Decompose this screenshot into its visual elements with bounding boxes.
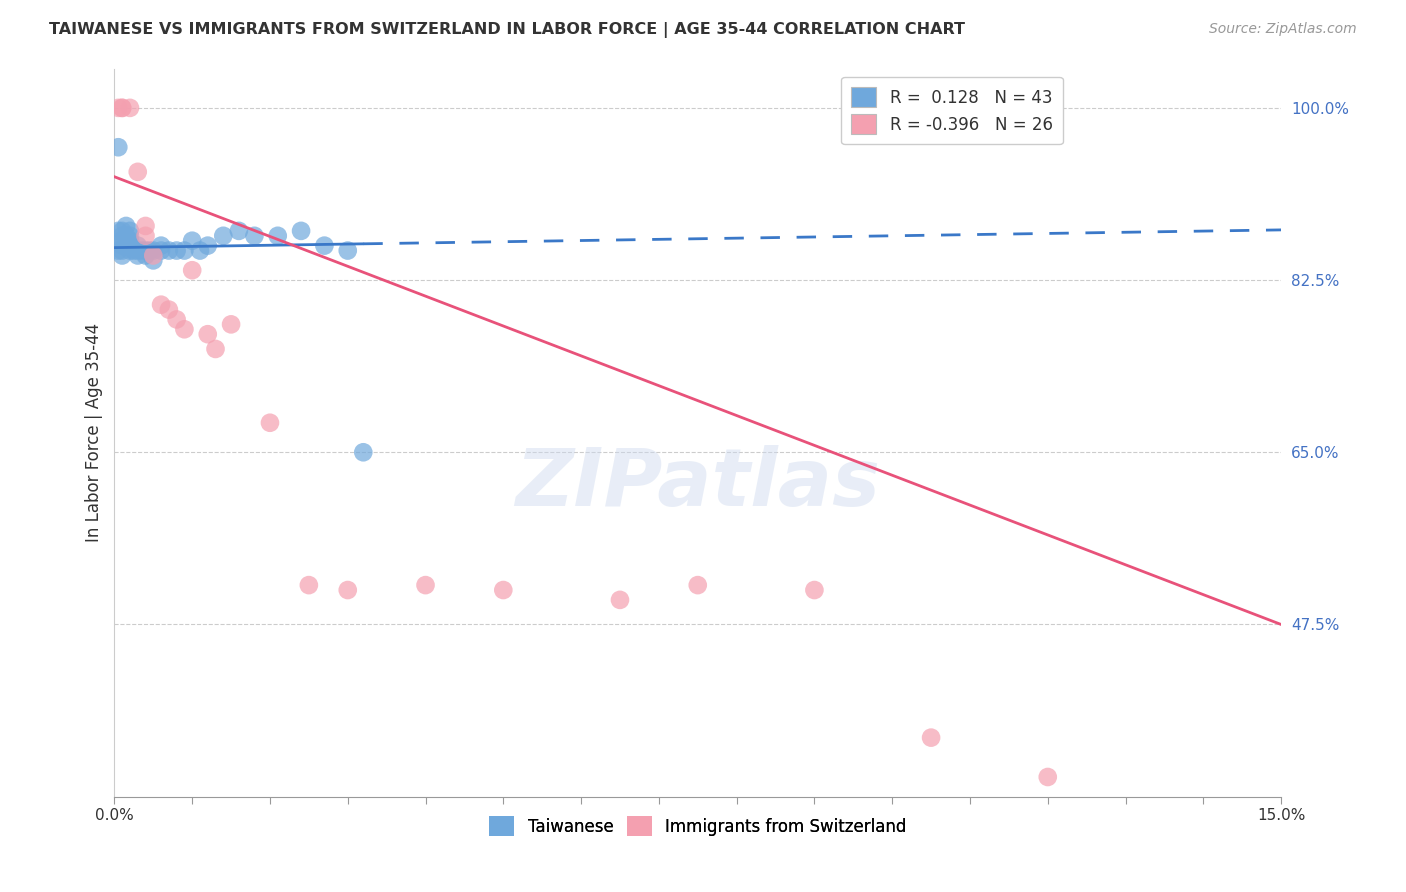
Point xyxy=(204,342,226,356)
Point xyxy=(228,224,250,238)
Point xyxy=(336,244,359,258)
Point xyxy=(118,238,141,252)
Point xyxy=(111,224,134,238)
Point xyxy=(336,582,359,597)
Point xyxy=(142,244,165,258)
Point xyxy=(142,253,165,268)
Point xyxy=(686,578,709,592)
Point xyxy=(138,244,160,258)
Point xyxy=(314,238,336,252)
Point xyxy=(150,238,173,252)
Point xyxy=(135,248,157,262)
Point xyxy=(609,593,631,607)
Point xyxy=(173,322,195,336)
Point xyxy=(127,244,149,258)
Point xyxy=(243,228,266,243)
Point xyxy=(122,244,145,258)
Point xyxy=(111,228,134,243)
Point xyxy=(107,140,129,154)
Point xyxy=(135,228,157,243)
Point xyxy=(803,582,825,597)
Point xyxy=(219,318,242,332)
Legend: Taiwanese, Immigrants from Switzerland: Taiwanese, Immigrants from Switzerland xyxy=(482,809,912,843)
Point xyxy=(197,327,219,342)
Point xyxy=(150,298,173,312)
Point xyxy=(118,234,141,248)
Point xyxy=(111,101,134,115)
Point xyxy=(127,248,149,262)
Text: Source: ZipAtlas.com: Source: ZipAtlas.com xyxy=(1209,22,1357,37)
Point xyxy=(492,582,515,597)
Point xyxy=(135,244,157,258)
Point xyxy=(166,244,188,258)
Point xyxy=(157,244,180,258)
Point xyxy=(415,578,437,592)
Text: ZIPatlas: ZIPatlas xyxy=(515,444,880,523)
Point xyxy=(111,101,134,115)
Point xyxy=(166,312,188,326)
Point xyxy=(111,234,134,248)
Point xyxy=(212,228,235,243)
Point xyxy=(197,238,219,252)
Point xyxy=(142,248,165,262)
Point xyxy=(131,244,153,258)
Point xyxy=(111,248,134,262)
Point xyxy=(115,219,138,233)
Point xyxy=(111,244,134,258)
Point xyxy=(107,224,129,238)
Point xyxy=(259,416,281,430)
Point xyxy=(115,238,138,252)
Point xyxy=(188,244,211,258)
Point xyxy=(290,224,312,238)
Point xyxy=(118,244,141,258)
Point xyxy=(298,578,321,592)
Point xyxy=(920,731,942,745)
Point xyxy=(267,228,290,243)
Point xyxy=(107,101,129,115)
Y-axis label: In Labor Force | Age 35-44: In Labor Force | Age 35-44 xyxy=(86,323,103,542)
Point xyxy=(118,224,141,238)
Point xyxy=(1036,770,1059,784)
Point xyxy=(127,165,149,179)
Point xyxy=(181,234,204,248)
Point xyxy=(111,238,134,252)
Point xyxy=(173,244,195,258)
Point xyxy=(157,302,180,317)
Point xyxy=(135,219,157,233)
Text: TAIWANESE VS IMMIGRANTS FROM SWITZERLAND IN LABOR FORCE | AGE 35-44 CORRELATION : TAIWANESE VS IMMIGRANTS FROM SWITZERLAND… xyxy=(49,22,965,38)
Point xyxy=(115,228,138,243)
Point xyxy=(118,101,141,115)
Point xyxy=(150,244,173,258)
Point xyxy=(107,244,129,258)
Point xyxy=(181,263,204,277)
Point xyxy=(127,238,149,252)
Point xyxy=(352,445,374,459)
Point xyxy=(118,228,141,243)
